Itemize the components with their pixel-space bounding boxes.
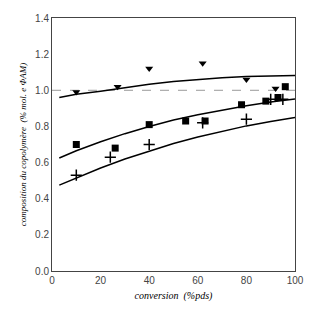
svg-text:0: 0 bbox=[49, 275, 55, 286]
svg-text:1.0: 1.0 bbox=[35, 85, 49, 96]
svg-text:60: 60 bbox=[192, 275, 204, 286]
svg-text:100: 100 bbox=[287, 275, 304, 286]
svg-text:0.4: 0.4 bbox=[35, 193, 49, 204]
svg-text:conversion (%pds): conversion (%pds) bbox=[135, 290, 213, 302]
svg-text:composition du copolymère (%: composition du copolymère (% mol. e ΦAM) bbox=[18, 63, 28, 226]
svg-text:0.0: 0.0 bbox=[35, 266, 49, 277]
svg-text:20: 20 bbox=[95, 275, 107, 286]
svg-text:40: 40 bbox=[144, 275, 156, 286]
svg-text:1.2: 1.2 bbox=[35, 49, 49, 60]
svg-text:80: 80 bbox=[241, 275, 253, 286]
svg-text:0.2: 0.2 bbox=[35, 229, 49, 240]
svg-text:0.8: 0.8 bbox=[35, 121, 49, 132]
svg-text:0.6: 0.6 bbox=[35, 157, 49, 168]
svg-text:1.4: 1.4 bbox=[35, 13, 49, 24]
